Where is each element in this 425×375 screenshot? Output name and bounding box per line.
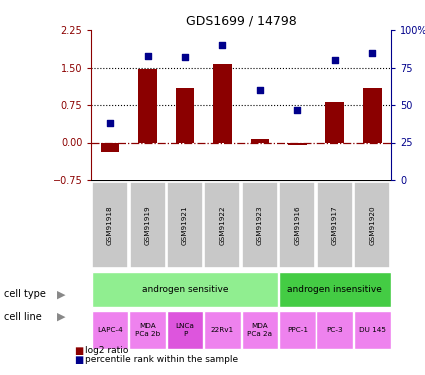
Text: GSM91921: GSM91921 bbox=[182, 205, 188, 245]
Point bbox=[219, 42, 226, 48]
Text: percentile rank within the sample: percentile rank within the sample bbox=[85, 356, 238, 364]
Bar bbox=[354, 182, 390, 268]
Text: GSM91923: GSM91923 bbox=[257, 205, 263, 245]
Text: PC-3: PC-3 bbox=[326, 327, 343, 333]
Text: ■: ■ bbox=[74, 346, 84, 355]
Bar bbox=[242, 182, 278, 268]
Text: log2 ratio: log2 ratio bbox=[85, 346, 128, 355]
Text: GSM91919: GSM91919 bbox=[144, 205, 150, 245]
Text: GSM91916: GSM91916 bbox=[295, 205, 300, 245]
Bar bbox=[279, 182, 315, 268]
Bar bbox=[326, 102, 344, 142]
Text: MDA
PCa 2a: MDA PCa 2a bbox=[247, 324, 272, 336]
Point bbox=[369, 50, 376, 55]
Bar bbox=[251, 139, 269, 142]
Title: GDS1699 / 14798: GDS1699 / 14798 bbox=[186, 15, 297, 27]
Text: GSM91918: GSM91918 bbox=[107, 205, 113, 245]
Text: GSM91922: GSM91922 bbox=[219, 205, 225, 245]
Text: 22Rv1: 22Rv1 bbox=[211, 327, 234, 333]
Bar bbox=[213, 64, 232, 142]
Point bbox=[257, 87, 264, 93]
Text: ■: ■ bbox=[74, 355, 84, 365]
Bar bbox=[241, 311, 278, 349]
Text: MDA
PCa 2b: MDA PCa 2b bbox=[135, 324, 160, 336]
Text: cell type: cell type bbox=[4, 290, 46, 299]
Text: LNCa
P: LNCa P bbox=[176, 324, 195, 336]
Text: cell line: cell line bbox=[4, 312, 42, 322]
Bar bbox=[279, 272, 391, 308]
Text: LAPC-4: LAPC-4 bbox=[97, 327, 123, 333]
Bar bbox=[130, 182, 165, 268]
Bar bbox=[354, 311, 391, 349]
Bar bbox=[92, 272, 278, 308]
Bar bbox=[176, 87, 194, 142]
Text: ▶: ▶ bbox=[57, 290, 66, 299]
Bar bbox=[167, 182, 203, 268]
Text: androgen insensitive: androgen insensitive bbox=[287, 285, 382, 294]
Bar bbox=[92, 182, 128, 268]
Bar bbox=[317, 182, 353, 268]
Text: androgen sensitive: androgen sensitive bbox=[142, 285, 228, 294]
Bar bbox=[204, 182, 241, 268]
Text: ▶: ▶ bbox=[57, 312, 66, 322]
Bar bbox=[279, 311, 316, 349]
Bar bbox=[129, 311, 166, 349]
Text: DU 145: DU 145 bbox=[359, 327, 386, 333]
Point bbox=[144, 53, 151, 58]
Text: GSM91920: GSM91920 bbox=[369, 205, 375, 245]
Point bbox=[181, 54, 188, 60]
Bar bbox=[138, 69, 157, 142]
Point bbox=[294, 106, 301, 112]
Bar bbox=[204, 311, 241, 349]
Bar bbox=[101, 142, 119, 152]
Text: GSM91917: GSM91917 bbox=[332, 205, 338, 245]
Bar bbox=[167, 311, 203, 349]
Bar bbox=[92, 311, 128, 349]
Bar bbox=[288, 142, 307, 145]
Text: PPC-1: PPC-1 bbox=[287, 327, 308, 333]
Bar bbox=[317, 311, 353, 349]
Point bbox=[332, 57, 338, 63]
Bar bbox=[363, 87, 382, 142]
Point bbox=[107, 120, 113, 126]
